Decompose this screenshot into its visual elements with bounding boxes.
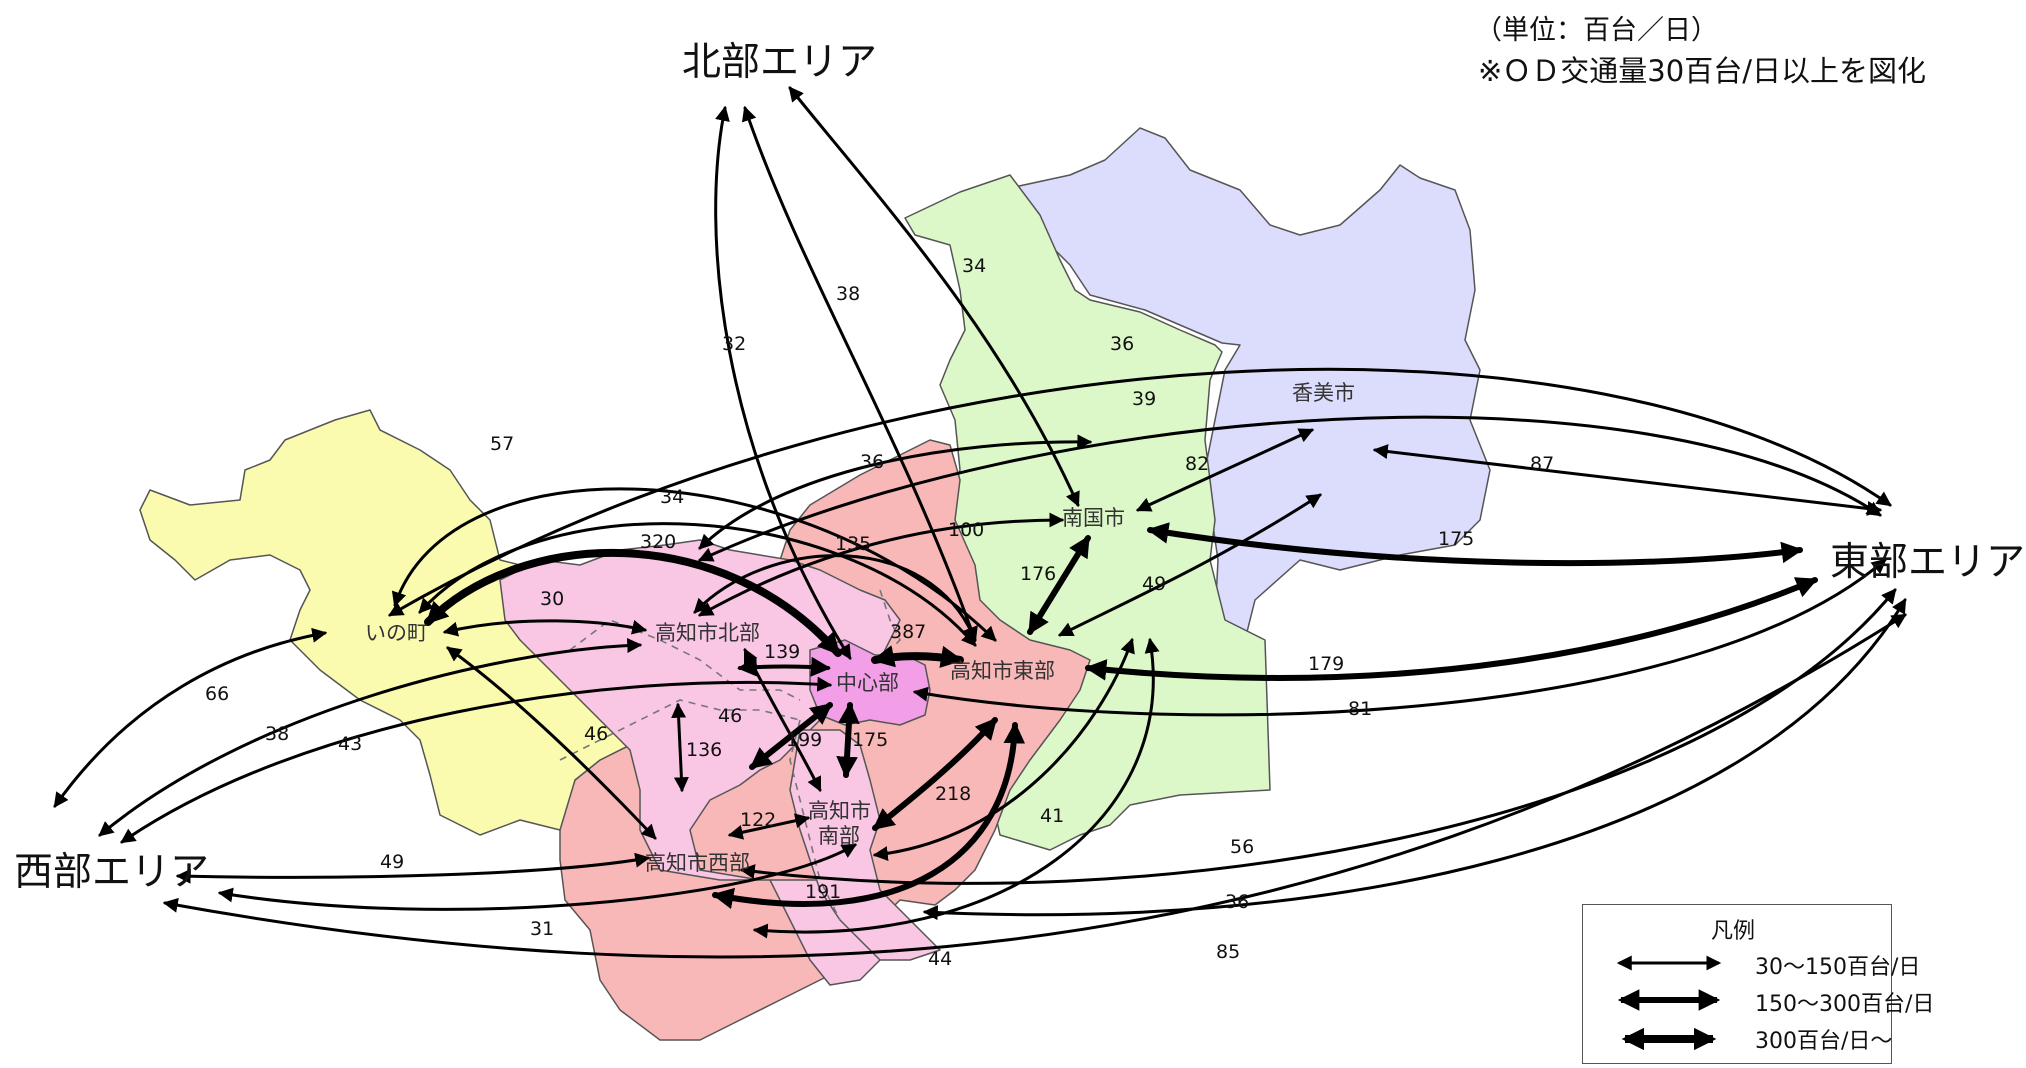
flow-label: 81 bbox=[1348, 698, 1372, 720]
flow-label: 32 bbox=[722, 333, 746, 355]
city-kochi-east: 高知市東部 bbox=[950, 659, 1055, 683]
flow-label: 30 bbox=[540, 588, 564, 610]
flow-label: 34 bbox=[962, 255, 986, 277]
flow-east-west191 bbox=[711, 721, 1026, 910]
flow-label: 49 bbox=[1142, 573, 1166, 595]
flow-label: 41 bbox=[1040, 805, 1064, 827]
legend-label: 300百台/日～ bbox=[1755, 1029, 1893, 1054]
legend-label: 30～150百台/日 bbox=[1755, 955, 1921, 980]
flow-west-east85 bbox=[162, 613, 1907, 959]
legend-label: 150～300百台/日 bbox=[1755, 992, 1935, 1017]
flow-label: 36 bbox=[1110, 333, 1134, 355]
legend-title: 凡例 bbox=[1711, 919, 1756, 944]
flow-label: 39 bbox=[1132, 388, 1156, 410]
flow-label: 31 bbox=[530, 918, 554, 940]
flow-label: 320 bbox=[640, 531, 676, 553]
flow-label: 34 bbox=[660, 486, 684, 508]
flow-label: 199 bbox=[786, 729, 822, 751]
threshold-note: ※ＯＤ交通量30百台/日以上を図化 bbox=[1478, 54, 1926, 88]
flow-label: 100 bbox=[948, 519, 984, 541]
legend-item-thick: 300百台/日～ bbox=[1605, 1019, 1895, 1055]
flow-label: 44 bbox=[928, 948, 952, 970]
flow-west-ino bbox=[53, 627, 328, 808]
flow-ino-center320 bbox=[424, 548, 842, 657]
city-kami: 香美市 bbox=[1292, 381, 1355, 405]
flow-label: 139 bbox=[764, 641, 800, 663]
flow-label: 43 bbox=[338, 733, 362, 755]
flow-label: 85 bbox=[1216, 941, 1240, 963]
flow-label: 36 bbox=[860, 451, 884, 473]
flow-label: 56 bbox=[1230, 836, 1254, 858]
flow-label: 175 bbox=[852, 729, 888, 751]
legend-thin-arrow-icon bbox=[1616, 955, 1722, 971]
flow-nankoku-kochieast176 bbox=[1027, 535, 1091, 635]
flow-nankoku-east175 bbox=[1146, 522, 1804, 567]
flow-label: 46 bbox=[584, 723, 608, 745]
flow-label: 135 bbox=[835, 533, 871, 555]
city-ino: いの町 bbox=[365, 621, 428, 645]
flow-label: 176 bbox=[1020, 563, 1056, 585]
flow-label: 36 bbox=[1225, 891, 1249, 913]
city-kochi-north: 高知市北部 bbox=[655, 621, 760, 645]
flow-label: 122 bbox=[740, 809, 776, 831]
flow-label: 38 bbox=[836, 283, 860, 305]
flow-label: 387 bbox=[890, 621, 926, 643]
legend-item-medium: 150～300百台/日 bbox=[1605, 982, 1934, 1018]
flow-nankoku-kochinorth100 bbox=[698, 512, 1065, 617]
flow-label: 46 bbox=[718, 705, 742, 727]
area-north: 北部エリア bbox=[682, 40, 877, 85]
flow-label: 82 bbox=[1185, 453, 1209, 475]
legend-thick-arrow-icon bbox=[1621, 1027, 1717, 1051]
city-nankoku: 南国市 bbox=[1062, 506, 1125, 530]
flow-label: 136 bbox=[686, 739, 722, 761]
city-kochi-south-2: 南部 bbox=[818, 824, 860, 848]
flow-label: 66 bbox=[205, 683, 229, 705]
legend: 凡例 30～150百台/日 150～300百台/日 300百台/日～ bbox=[1582, 904, 1934, 1064]
legend-medium-arrow-icon bbox=[1617, 989, 1721, 1011]
area-east: 東部エリア bbox=[1830, 540, 2025, 585]
flow-label: 179 bbox=[1308, 653, 1344, 675]
legend-item-thin: 30～150百台/日 bbox=[1605, 945, 1920, 981]
flow-label: 191 bbox=[805, 881, 841, 903]
flow-center-east387 bbox=[871, 645, 964, 668]
flow-label: 175 bbox=[1438, 528, 1474, 550]
flow-kochieast-east179 bbox=[1084, 577, 1818, 681]
flow-label: 38 bbox=[265, 723, 289, 745]
flow-center-south175 bbox=[836, 701, 860, 779]
flow-label: 49 bbox=[380, 851, 404, 873]
area-west: 西部エリア bbox=[14, 850, 209, 895]
city-kochi-west: 高知市西部 bbox=[645, 851, 750, 875]
flow-east-ino bbox=[388, 367, 1892, 617]
flow-label: 57 bbox=[490, 433, 514, 455]
flow-kochinorth-center139 bbox=[737, 656, 831, 677]
flow-label: 87 bbox=[1530, 453, 1554, 475]
unit-note: （単位：百台／日） bbox=[1475, 15, 1718, 46]
city-kochi-south-1: 高知市 bbox=[808, 799, 871, 823]
city-center: 中心部 bbox=[836, 671, 899, 695]
flow-label: 218 bbox=[935, 783, 971, 805]
flow-kami-east bbox=[1372, 444, 1883, 516]
